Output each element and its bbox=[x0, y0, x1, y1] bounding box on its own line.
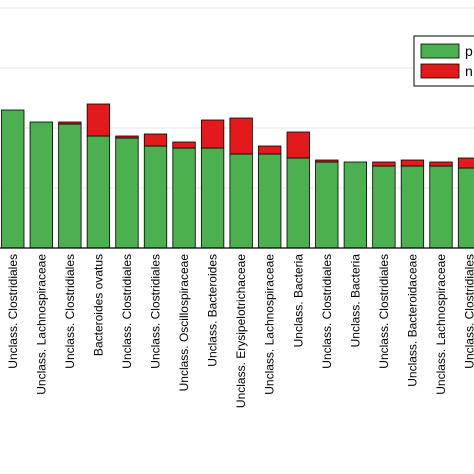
bars bbox=[1, 103, 474, 249]
legend-label-present: p bbox=[465, 43, 473, 59]
bar-missing bbox=[286, 131, 310, 159]
bar-missing bbox=[315, 159, 339, 163]
x-tick-label: Unclass. Erysipelotrichaceae bbox=[234, 254, 248, 408]
x-tick-label: Unclass. Bacteroides bbox=[206, 254, 220, 367]
bar-present bbox=[457, 167, 474, 249]
bar-present bbox=[172, 147, 196, 249]
legend-swatch-missing bbox=[420, 63, 460, 79]
bar-present bbox=[58, 123, 82, 249]
bar-missing bbox=[115, 135, 139, 139]
bar-present bbox=[258, 153, 282, 249]
bar-present bbox=[229, 153, 253, 249]
x-tick-label: Unclass. Bacteria bbox=[291, 254, 305, 348]
legend-label-missing: n bbox=[465, 63, 473, 79]
bar-missing bbox=[86, 103, 111, 137]
x-tick-label: Unclass. Clostridiales bbox=[377, 254, 391, 369]
bar-missing bbox=[143, 133, 168, 147]
x-tick-labels: Unclass. Clostridiales Unclass. Lachnospi… bbox=[6, 254, 474, 408]
bar-present bbox=[343, 161, 368, 249]
x-tick-label: Unclass. Oscillospiraceae bbox=[177, 254, 191, 392]
x-tick-label: Unclass. Clostridiales bbox=[63, 254, 77, 369]
x-tick-label: Unclass. Clostridiales bbox=[320, 254, 334, 369]
bar-present bbox=[115, 137, 139, 249]
bar-missing bbox=[457, 157, 474, 169]
bar-missing bbox=[200, 119, 225, 149]
x-tick-label: Unclass. Bacteria bbox=[348, 254, 362, 348]
bar-present bbox=[400, 165, 425, 249]
bar-present bbox=[429, 165, 453, 249]
bar-missing bbox=[58, 121, 82, 125]
bar-present bbox=[200, 147, 225, 249]
bar-present bbox=[372, 165, 396, 249]
bar-present bbox=[29, 121, 53, 249]
bar-missing bbox=[429, 161, 453, 167]
bar-present bbox=[286, 157, 310, 249]
legend-swatch-present bbox=[420, 43, 460, 59]
x-tick-label: Unclass. Lachnospiraceae bbox=[434, 254, 448, 395]
legend: p n bbox=[413, 35, 474, 87]
bar-present bbox=[1, 109, 25, 249]
x-tick-label: Unclass. Clostridiales bbox=[463, 254, 474, 369]
bar-missing bbox=[172, 141, 196, 149]
x-tick-label: Unclass. Lachnospiraceae bbox=[263, 254, 277, 395]
x-tick-label: Unclass. Clostridiales bbox=[120, 254, 134, 369]
x-tick-label: Unclass. Lachnospiraceae bbox=[34, 254, 48, 395]
x-tick-label: Unclass. Clostridiales bbox=[149, 254, 163, 369]
bar-missing bbox=[400, 159, 425, 167]
x-tick-label: Unclass. Clostridiales bbox=[6, 254, 20, 369]
bar-missing bbox=[258, 145, 282, 155]
x-tick-label: Unclass. Bacteroidaceae bbox=[405, 254, 419, 387]
bar-missing bbox=[229, 117, 253, 155]
x-tick-label: Bacteroides ovatus bbox=[91, 254, 105, 356]
bar-missing bbox=[372, 161, 396, 167]
bar-present bbox=[315, 161, 339, 249]
bar-present bbox=[143, 145, 168, 249]
bar-present bbox=[86, 135, 111, 249]
